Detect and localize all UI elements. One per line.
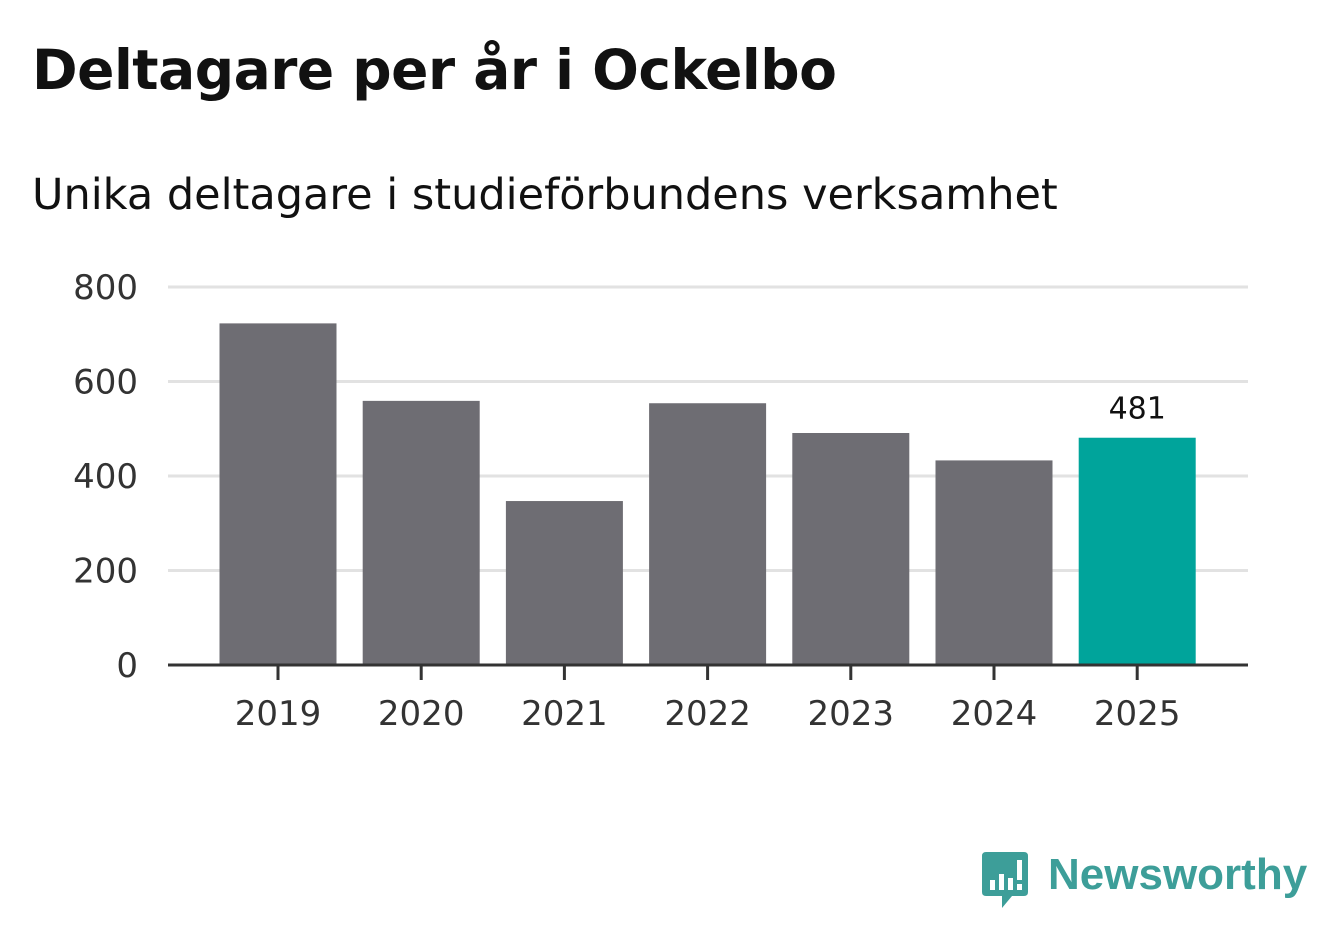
- y-tick-label-0: 0: [116, 646, 138, 686]
- bar-2025: [1078, 437, 1196, 665]
- bar-2020: [362, 400, 480, 665]
- bar-2023: [792, 433, 910, 665]
- x-tick-label-2020: 2020: [378, 694, 465, 734]
- chart-title: Deltagare per år i Ockelbo: [32, 38, 837, 102]
- y-axis-ticks: 0 200 400 600 800: [73, 268, 138, 686]
- bar-2024: [935, 460, 1053, 665]
- data-labels: 481: [1109, 392, 1166, 427]
- bars: [219, 323, 1196, 665]
- y-tick-label-800: 800: [73, 268, 138, 308]
- x-tick-label-2023: 2023: [808, 694, 895, 734]
- chart-subtitle: Unika deltagare i studieförbundens verks…: [32, 170, 1058, 220]
- bar-2019: [219, 323, 337, 665]
- y-tick-label-200: 200: [73, 552, 138, 592]
- brand-name: Newsworthy: [1048, 850, 1308, 899]
- x-tick-label-2022: 2022: [664, 694, 751, 734]
- x-tick-label-2025: 2025: [1094, 694, 1181, 734]
- y-tick-label-400: 400: [73, 457, 138, 497]
- y-tick-label-600: 600: [73, 363, 138, 403]
- bar-2022: [649, 403, 767, 665]
- x-tick-label-2021: 2021: [521, 694, 608, 734]
- x-tick-label-2024: 2024: [951, 694, 1038, 734]
- bar-2021: [505, 501, 623, 665]
- x-tick-label-2019: 2019: [235, 694, 322, 734]
- newsworthy-logo: Newsworthy: [980, 848, 1307, 910]
- data-label-2025: 481: [1109, 392, 1166, 427]
- newsworthy-logo-icon: [982, 852, 1028, 908]
- x-axis: 2019 2020 2021 2022 2023 2024 2025: [168, 663, 1248, 734]
